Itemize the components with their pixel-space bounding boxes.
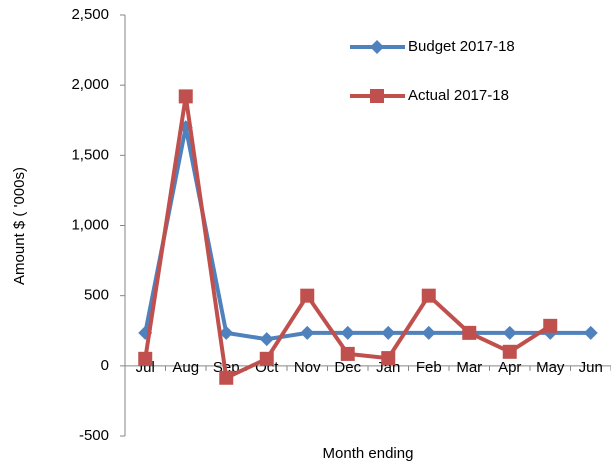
marker xyxy=(370,89,384,103)
y-tick-label: -500 xyxy=(79,427,109,444)
y-tick-label: 2,500 xyxy=(71,6,109,23)
marker xyxy=(138,351,153,366)
marker xyxy=(259,351,274,366)
marker xyxy=(340,325,355,340)
y-tick-label: 1,000 xyxy=(71,216,109,233)
marker xyxy=(381,351,396,366)
y-tick-label: 1,500 xyxy=(71,146,109,163)
x-tick-label: Feb xyxy=(416,359,442,376)
series-line xyxy=(143,125,591,342)
x-tick-label: Mar xyxy=(456,359,482,376)
y-tick-label: 0 xyxy=(101,357,109,374)
marker xyxy=(421,325,436,340)
legend-label: Budget 2017-18 xyxy=(408,38,515,55)
marker xyxy=(219,325,234,340)
y-axis-label: Amount $ ( '000s) xyxy=(11,167,28,285)
x-tick-label: Apr xyxy=(498,359,521,376)
x-tick-label: May xyxy=(536,359,565,376)
marker xyxy=(543,318,558,333)
marker xyxy=(340,346,355,361)
x-tick-label: Aug xyxy=(172,359,199,376)
marker xyxy=(300,288,315,303)
y-tick-label: 2,000 xyxy=(71,76,109,93)
marker xyxy=(370,40,384,54)
legend-label: Actual 2017-18 xyxy=(408,87,509,104)
x-tick-label: Nov xyxy=(294,359,321,376)
marker xyxy=(219,370,234,385)
marker xyxy=(462,325,477,340)
marker xyxy=(381,325,396,340)
marker xyxy=(421,288,436,303)
marker xyxy=(502,344,517,359)
x-tick-label: Jun xyxy=(579,359,603,376)
marker xyxy=(300,325,315,340)
marker xyxy=(583,325,598,340)
marker xyxy=(502,325,517,340)
x-tick-label: Dec xyxy=(334,359,361,376)
marker xyxy=(178,89,193,104)
marker xyxy=(259,332,274,347)
y-tick-label: 500 xyxy=(84,287,109,304)
x-axis-label: Month ending xyxy=(323,445,414,462)
